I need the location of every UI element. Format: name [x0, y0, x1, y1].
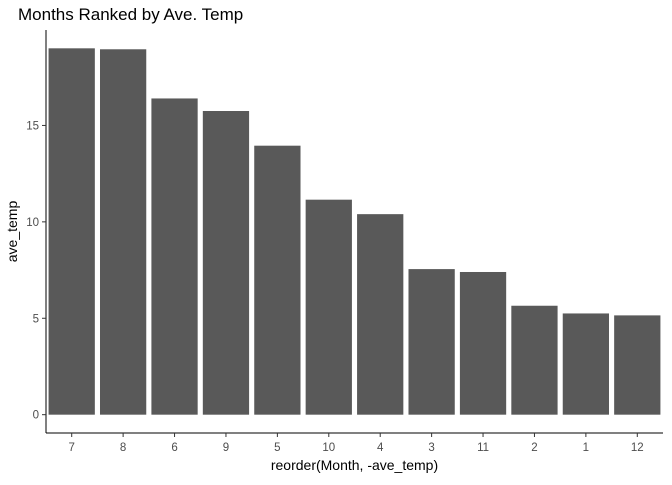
- y-tick-label: 10: [26, 217, 39, 229]
- chart-title: Months Ranked by Ave. Temp: [18, 5, 244, 24]
- x-tick-label: 7: [69, 442, 75, 454]
- x-axis-title: reorder(Month, -ave_temp): [271, 457, 438, 473]
- bar-month-11: [459, 271, 507, 415]
- bar-month-3: [408, 269, 455, 415]
- y-tick-label: 5: [33, 313, 39, 325]
- bar-month-9: [202, 110, 250, 415]
- x-tick-label: 6: [171, 442, 177, 454]
- x-tick-label: 12: [631, 442, 644, 454]
- x-tick-label: 9: [223, 442, 229, 454]
- x-tick-label: 2: [531, 442, 537, 454]
- x-tick-label: 11: [477, 442, 489, 454]
- x-tick-label: 3: [428, 442, 434, 454]
- x-axis-ticks: 7 8 6 9 5 10 4 3 11 2 1 12: [69, 433, 644, 454]
- bar-month-12: [614, 315, 661, 415]
- bar-month-1: [562, 313, 610, 415]
- bar-month-8: [99, 49, 147, 415]
- y-tick-label: 15: [26, 120, 39, 132]
- x-tick-label: 10: [322, 442, 335, 454]
- x-tick-label: 1: [583, 442, 589, 454]
- bar-month-7: [48, 48, 95, 415]
- bar-month-10: [305, 199, 352, 415]
- y-axis-ticks: 0 5 10 15: [26, 120, 46, 422]
- bar-month-4: [357, 214, 404, 415]
- bar-month-6: [151, 98, 198, 415]
- x-tick-label: 8: [120, 442, 126, 454]
- y-axis-title: ave_temp: [4, 201, 20, 263]
- bars: [48, 48, 661, 415]
- x-tick-label: 4: [377, 442, 384, 454]
- x-tick-label: 5: [274, 442, 280, 454]
- y-tick-label: 0: [33, 410, 39, 422]
- bar-month-5: [254, 145, 301, 415]
- bar-month-2: [511, 305, 558, 415]
